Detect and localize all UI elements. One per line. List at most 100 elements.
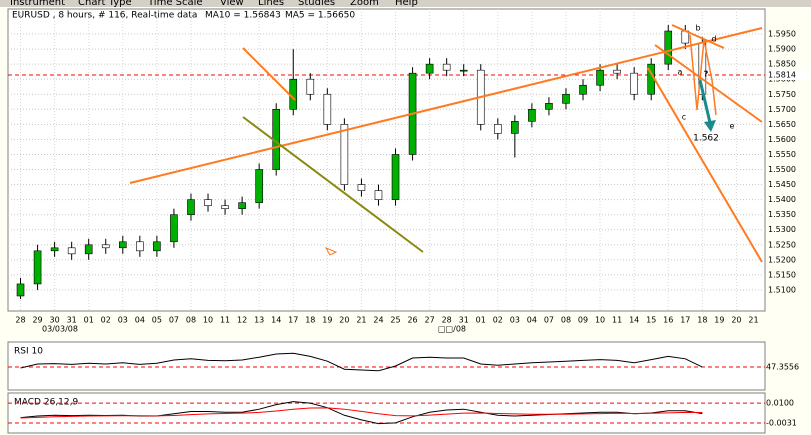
x-tick-label: 27: [425, 316, 435, 325]
y-tick-label: 1.5750: [768, 90, 796, 99]
y-tick-label: 1.5350: [768, 210, 796, 219]
x-tick-label: 17: [288, 316, 298, 325]
candle-body: [221, 205, 229, 209]
x-tick-label: 30: [50, 316, 60, 325]
y-tick-label: 1.5400: [768, 195, 796, 204]
y-tick-label: 1.5950: [768, 30, 796, 39]
candle-body: [425, 63, 434, 74]
x-tick-label: 14: [629, 316, 639, 325]
candle-body: [50, 247, 59, 252]
line: [20, 352, 703, 372]
y-tick-label: 1.5650: [768, 120, 796, 129]
x-tick-label: 20: [339, 316, 349, 325]
x-tick-label: 14: [271, 316, 281, 325]
candle-body: [255, 169, 263, 203]
x-tick-label: 19: [322, 316, 332, 325]
x-tick-label: 04: [135, 316, 145, 325]
x-tick-label: 26: [407, 316, 417, 325]
x-tick-label: 21: [356, 316, 366, 325]
x-tick-label: 15: [646, 316, 656, 325]
candle-body: [579, 84, 587, 95]
panel-title: MACD 26,12,9: [14, 398, 78, 408]
menu-item: Time Scale: [147, 0, 203, 8]
x-tick-label: 07: [169, 316, 179, 325]
x-tick-label: 01: [84, 316, 94, 325]
candle-body: [84, 244, 93, 255]
chart-title: EURUSD , 8 hours, # 116, Real-time data: [12, 11, 197, 21]
menu-item: Chart Type: [78, 0, 132, 8]
y-tick-label: 1.5200: [768, 255, 796, 264]
candle-body: [596, 69, 604, 86]
x-tick-label: 24: [373, 316, 383, 325]
x-tick-label: 01: [476, 316, 486, 325]
x-tick-label: 04: [527, 316, 537, 325]
x-tick-label: 02: [101, 316, 111, 325]
y-tick-label: 1.5150: [768, 270, 796, 279]
line: [20, 407, 703, 419]
forecast-arrow: [698, 79, 713, 128]
annotation: b: [695, 24, 700, 33]
candle-body: [664, 30, 673, 65]
x-tick-label: 17: [680, 316, 690, 325]
x-tick-label: 10: [595, 316, 605, 325]
trend-line: [242, 116, 424, 253]
menu-item: Zoom: [350, 0, 379, 8]
panel-title: RSI 10: [14, 347, 43, 357]
rsi-chart: RSI 10 47.3556: [8, 347, 799, 372]
candle-body: [511, 121, 519, 134]
arrow-head: [324, 247, 338, 256]
annotation: c: [682, 113, 686, 122]
candle-body: [204, 199, 212, 206]
candle-body: [442, 63, 451, 71]
trend-line: [671, 24, 725, 49]
wave-sketch: [689, 34, 717, 116]
x-tick-label: 02: [493, 316, 503, 325]
y-tick-label: 1.5550: [768, 150, 796, 159]
x-tick-label: 12: [237, 316, 247, 325]
x-tick-label: 11: [220, 316, 230, 325]
candle-body: [613, 69, 621, 74]
candle-body: [33, 250, 42, 285]
candle-body: [238, 202, 246, 209]
candle-body: [153, 241, 161, 252]
indicator-label: MA10 = 1.56843: [205, 11, 281, 21]
x-tick-label: 19: [714, 316, 724, 325]
x-tick-label: 11: [612, 316, 622, 325]
trend-line: [129, 27, 763, 184]
candle-body: [459, 69, 468, 72]
candle-body: [528, 109, 536, 122]
y-tick-label: 1.5600: [768, 135, 796, 144]
candle-body: [323, 93, 332, 125]
annotation: 1.562: [693, 134, 719, 144]
candle-body: [67, 247, 76, 255]
y-tick-label: 1.5300: [768, 225, 796, 234]
y-tick-label: 1.5500: [768, 165, 796, 174]
x-tick-label: 18: [697, 316, 707, 325]
y-tick-label: 1.5900: [768, 45, 796, 54]
annotations: 1.562 a b c d e?: [678, 24, 735, 144]
arrow-head: [704, 120, 716, 132]
annotation: e: [730, 122, 735, 131]
x-tick-label: 20: [731, 316, 741, 325]
annotation: ?: [704, 70, 709, 79]
y-tick-label: 1.5850: [768, 60, 796, 69]
candle-body: [562, 93, 570, 104]
menu-item: Lines: [258, 0, 284, 8]
x-tick-label: 31: [67, 316, 77, 325]
candle-body: [391, 154, 400, 200]
annotation: a: [678, 68, 683, 77]
x-tick-label: 18: [305, 316, 315, 325]
candle-body: [16, 283, 25, 297]
rsi-panel: [7, 341, 766, 391]
candle-body: [289, 78, 298, 110]
y-tick-label: 0.0100: [766, 399, 794, 408]
x-tick-label: 03: [118, 316, 128, 325]
x-tick-label: 05: [152, 316, 162, 325]
trend-line: [647, 67, 763, 263]
macd-chart: MACD 26,12,9 0.0100 -0.0031: [8, 398, 797, 428]
menu-item: Help: [395, 0, 418, 8]
candle-body: [545, 102, 553, 110]
menu-item: Instrument: [10, 0, 65, 8]
